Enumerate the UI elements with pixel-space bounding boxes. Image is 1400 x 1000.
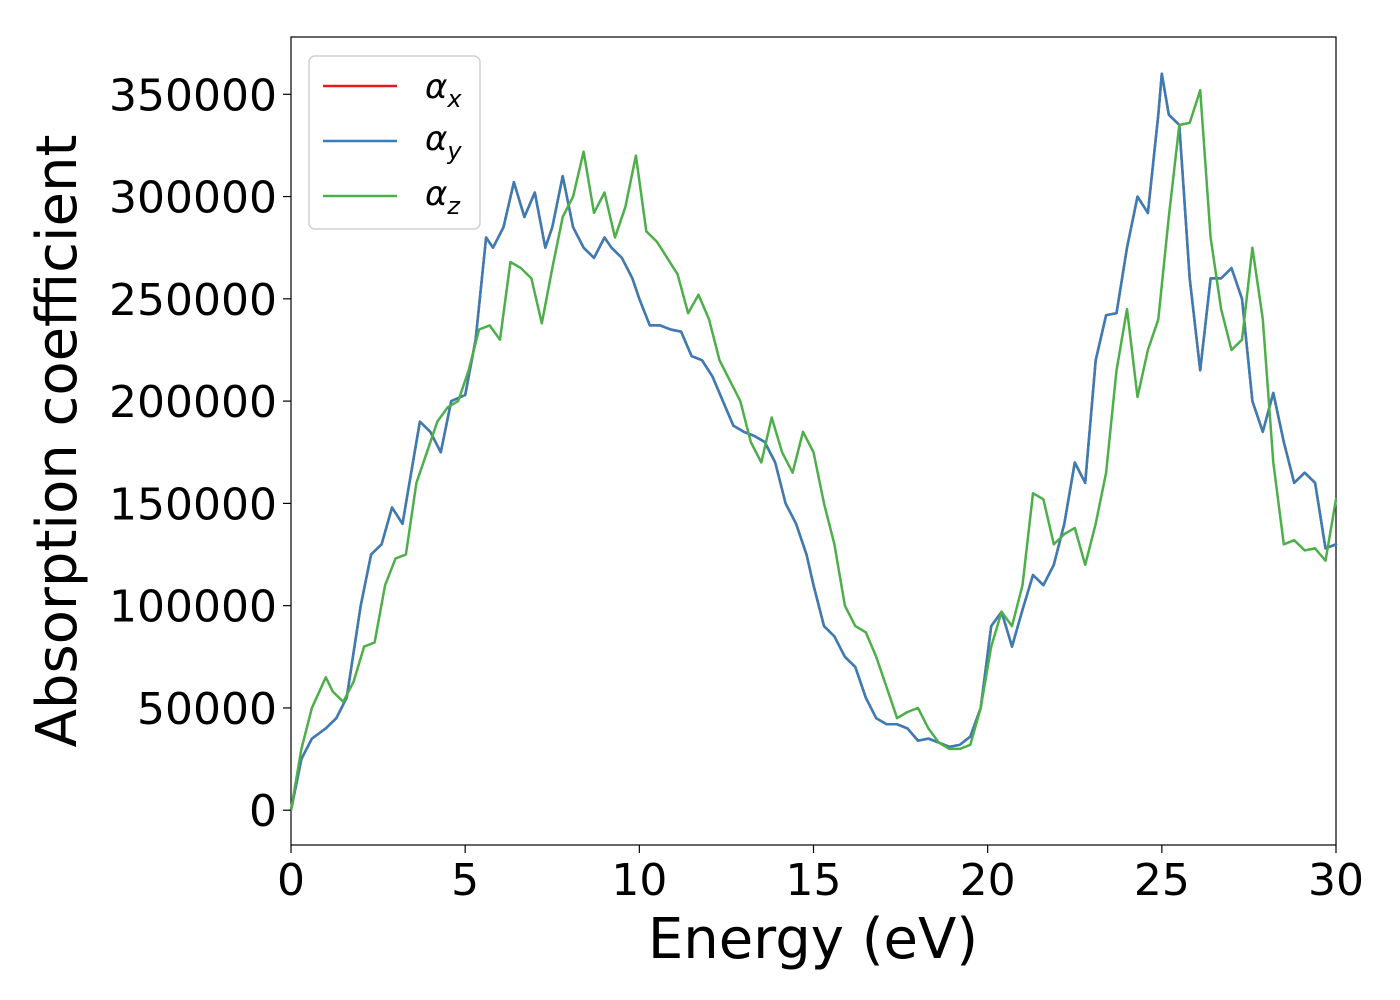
x-tick-label: 0 — [277, 855, 305, 906]
series-layer — [289, 72, 1338, 812]
legend-symbol: α — [425, 119, 447, 159]
legend-box — [308, 55, 481, 230]
x-tick-label: 20 — [960, 855, 1016, 906]
x-tick-label: 5 — [451, 855, 479, 906]
x-tick-label: 15 — [786, 855, 842, 906]
legend-label-alpha-z: αz — [425, 174, 461, 220]
legend-label-alpha-y: αy — [425, 119, 462, 165]
y-tick-label: 0 — [249, 786, 277, 837]
legend-label-alpha-x: αx — [425, 67, 462, 113]
y-tick-label: 200000 — [109, 377, 277, 428]
ticks-layer: 0 5 10 15 20 25 30 0 50000 100000 150000 200000 2500… — [109, 70, 1364, 906]
legend-subscript: x — [446, 85, 462, 113]
legend: αx αy αz — [308, 55, 481, 230]
y-tick-label: 100000 — [109, 582, 277, 633]
y-axis-title: Absorption coefficient — [25, 135, 90, 748]
x-axis-title: Energy (eV) — [648, 907, 978, 972]
y-tick-label: 250000 — [109, 275, 277, 326]
x-tick-label: 30 — [1308, 855, 1364, 906]
legend-subscript: y — [446, 137, 462, 165]
y-tick-label: 50000 — [137, 684, 277, 735]
series-line-alpha-z — [289, 88, 1338, 812]
x-tick-label: 10 — [611, 855, 667, 906]
y-tick-label: 150000 — [109, 479, 277, 530]
legend-subscript: z — [446, 192, 461, 220]
legend-symbol: α — [425, 174, 447, 214]
y-tick-label: 300000 — [109, 173, 277, 224]
y-tick-label: 350000 — [109, 70, 277, 121]
legend-symbol: α — [425, 67, 447, 107]
x-tick-label: 25 — [1134, 855, 1190, 906]
